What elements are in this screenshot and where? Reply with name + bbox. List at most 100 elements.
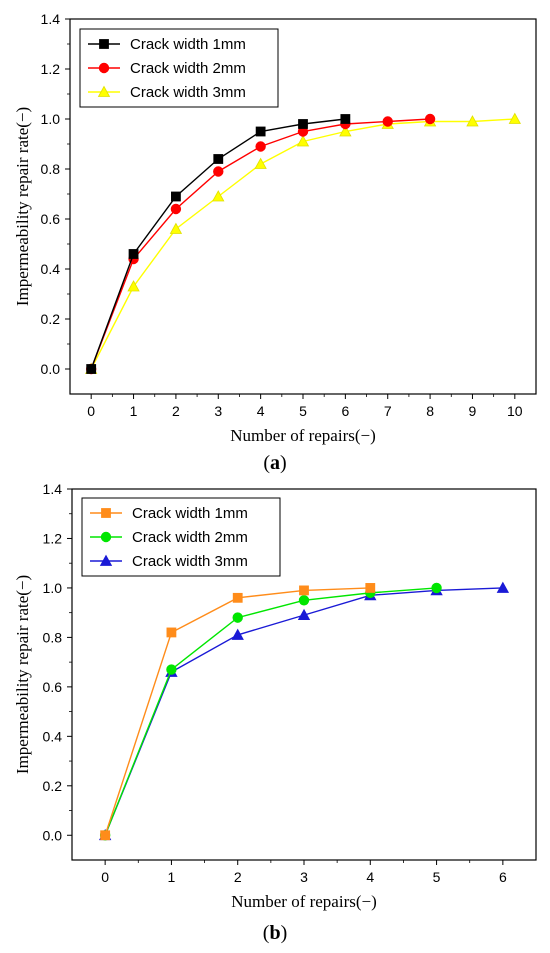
- data-point: [255, 141, 266, 152]
- y-tick-label: 1.4: [41, 11, 61, 27]
- chart-b-svg: 0 1 2 3 4 5 6 0.0 0.2 0.4 0.6 0.8 1.0 1.2 1.4 Number of…: [13, 481, 537, 911]
- y-tick-label: 0.0: [43, 827, 63, 843]
- data-point: [382, 116, 393, 127]
- x-axis-label: Number of repairs(−): [230, 426, 376, 445]
- data-point: [255, 126, 266, 137]
- data-point: [127, 280, 140, 292]
- x-tick-label: 1: [168, 869, 176, 885]
- x-tick-label: 7: [384, 403, 392, 419]
- x-tick-label: 0: [87, 403, 95, 419]
- y-tick-label: 0.6: [41, 211, 61, 227]
- data-point: [166, 664, 177, 675]
- x-tick-label: 10: [507, 403, 523, 419]
- x-tick-label: 4: [366, 869, 374, 885]
- chart-a-svg: 0 1 2 3 4 5 6 7 8 9 10 0.0 0.2 0.4 0.6 0.8 1.0 1.2 1.4 Numb…: [13, 11, 537, 445]
- data-point: [299, 585, 309, 596]
- chart-panel-b: 0 1 2 3 4 5 6 0.0 0.2 0.4 0.6 0.8 1.0 1.2 1.4 Number of…: [0, 477, 550, 953]
- x-tick-label: 3: [214, 403, 222, 419]
- legend-label: Crack width 3mm: [130, 84, 246, 101]
- data-point: [340, 114, 351, 124]
- y-tick-label: 0.4: [41, 261, 61, 277]
- data-point: [212, 190, 225, 202]
- data-point: [169, 222, 183, 234]
- legend: Crack width 1mm Crack width 2mm Crack widt…: [79, 28, 279, 108]
- series-line: [104, 587, 437, 836]
- y-tick-label: 0.0: [41, 361, 61, 377]
- data-point: [128, 249, 139, 259]
- panel-a-caption: (a): [263, 452, 287, 474]
- series-crack-width-3mm: [98, 581, 510, 841]
- x-axis-label: Number of repairs(−): [231, 892, 377, 911]
- series-crack-width-2mm: [99, 582, 442, 841]
- data-point: [296, 135, 310, 147]
- series-line: [104, 587, 371, 836]
- series-crack-width-1mm: [100, 583, 376, 841]
- x-tick-label: 3: [300, 869, 308, 885]
- data-point: [298, 595, 310, 606]
- legend-label: Crack width 1mm: [130, 36, 246, 53]
- data-point: [365, 583, 376, 593]
- y-axis-label: Impermeability repair rate(−): [13, 575, 32, 774]
- legend-label: Crack width 3mm: [132, 553, 248, 570]
- data-point: [339, 125, 352, 137]
- data-point: [232, 612, 243, 623]
- legend: Crack width 1mm Crack width 2mm Crack widt…: [81, 497, 281, 577]
- series-crack-width-3mm: [85, 112, 521, 374]
- x-tick-label: 8: [426, 403, 434, 419]
- series-line: [104, 587, 503, 836]
- data-point: [170, 203, 182, 215]
- data-point: [297, 608, 311, 621]
- x-tick-label: 4: [257, 403, 265, 419]
- x-tick-label: 2: [172, 403, 180, 419]
- y-tick-label: 1.2: [43, 530, 63, 546]
- legend-marker: [97, 85, 111, 97]
- data-point: [466, 115, 479, 127]
- data-point: [431, 582, 442, 594]
- data-point: [424, 113, 436, 125]
- series-crack-width-1mm: [86, 114, 351, 374]
- data-point: [232, 592, 243, 603]
- x-tick-label: 2: [234, 869, 242, 885]
- y-tick-label: 0.2: [43, 778, 63, 794]
- data-point: [213, 154, 224, 164]
- x-tick-label: 9: [469, 403, 477, 419]
- y-tick-label: 1.0: [43, 580, 63, 596]
- legend-marker: [100, 531, 112, 543]
- data-point: [298, 119, 308, 129]
- x-tick-label: 5: [299, 403, 307, 419]
- data-point: [100, 830, 111, 841]
- y-axis-label: Impermeability repair rate(−): [13, 107, 32, 306]
- panel-a-label: a: [270, 452, 280, 474]
- legend-marker: [101, 508, 111, 518]
- y-tick-label: 0.4: [43, 728, 63, 744]
- data-point: [171, 191, 181, 202]
- y-tick-label: 0.8: [41, 161, 61, 177]
- legend-label: Crack width 1mm: [132, 505, 248, 522]
- chart-panel-a: 0 1 2 3 4 5 6 7 8 9 10 0.0 0.2 0.4 0.6 0.8 1.0 1.2 1.4 Numb…: [13, 11, 537, 474]
- legend-marker: [99, 39, 109, 49]
- data-point: [213, 166, 224, 177]
- data-point: [231, 628, 244, 640]
- legend-label: Crack width 2mm: [130, 60, 246, 77]
- legend-marker: [99, 554, 113, 566]
- y-tick-label: 0.8: [43, 629, 63, 645]
- data-point: [86, 364, 97, 374]
- series-line: [90, 118, 431, 370]
- y-tick-label: 1.0: [41, 111, 61, 127]
- x-tick-label: 6: [499, 869, 507, 885]
- y-tick-label: 0.6: [43, 679, 63, 695]
- data-point: [496, 581, 510, 593]
- x-tick-label: 1: [130, 403, 138, 419]
- series-crack-width-2mm: [85, 113, 436, 375]
- data-point: [166, 627, 177, 638]
- y-tick-label: 1.2: [41, 61, 61, 77]
- x-tick-label: 6: [341, 403, 349, 419]
- y-tick-label: 0.2: [41, 311, 61, 327]
- data-point: [508, 112, 521, 124]
- legend-label: Crack width 2mm: [132, 529, 248, 546]
- data-point: [254, 157, 267, 169]
- panel-b-label: b: [269, 922, 281, 944]
- panel-b-caption: (b): [262, 922, 288, 944]
- x-tick-label: 5: [433, 869, 441, 885]
- legend-marker: [98, 62, 110, 74]
